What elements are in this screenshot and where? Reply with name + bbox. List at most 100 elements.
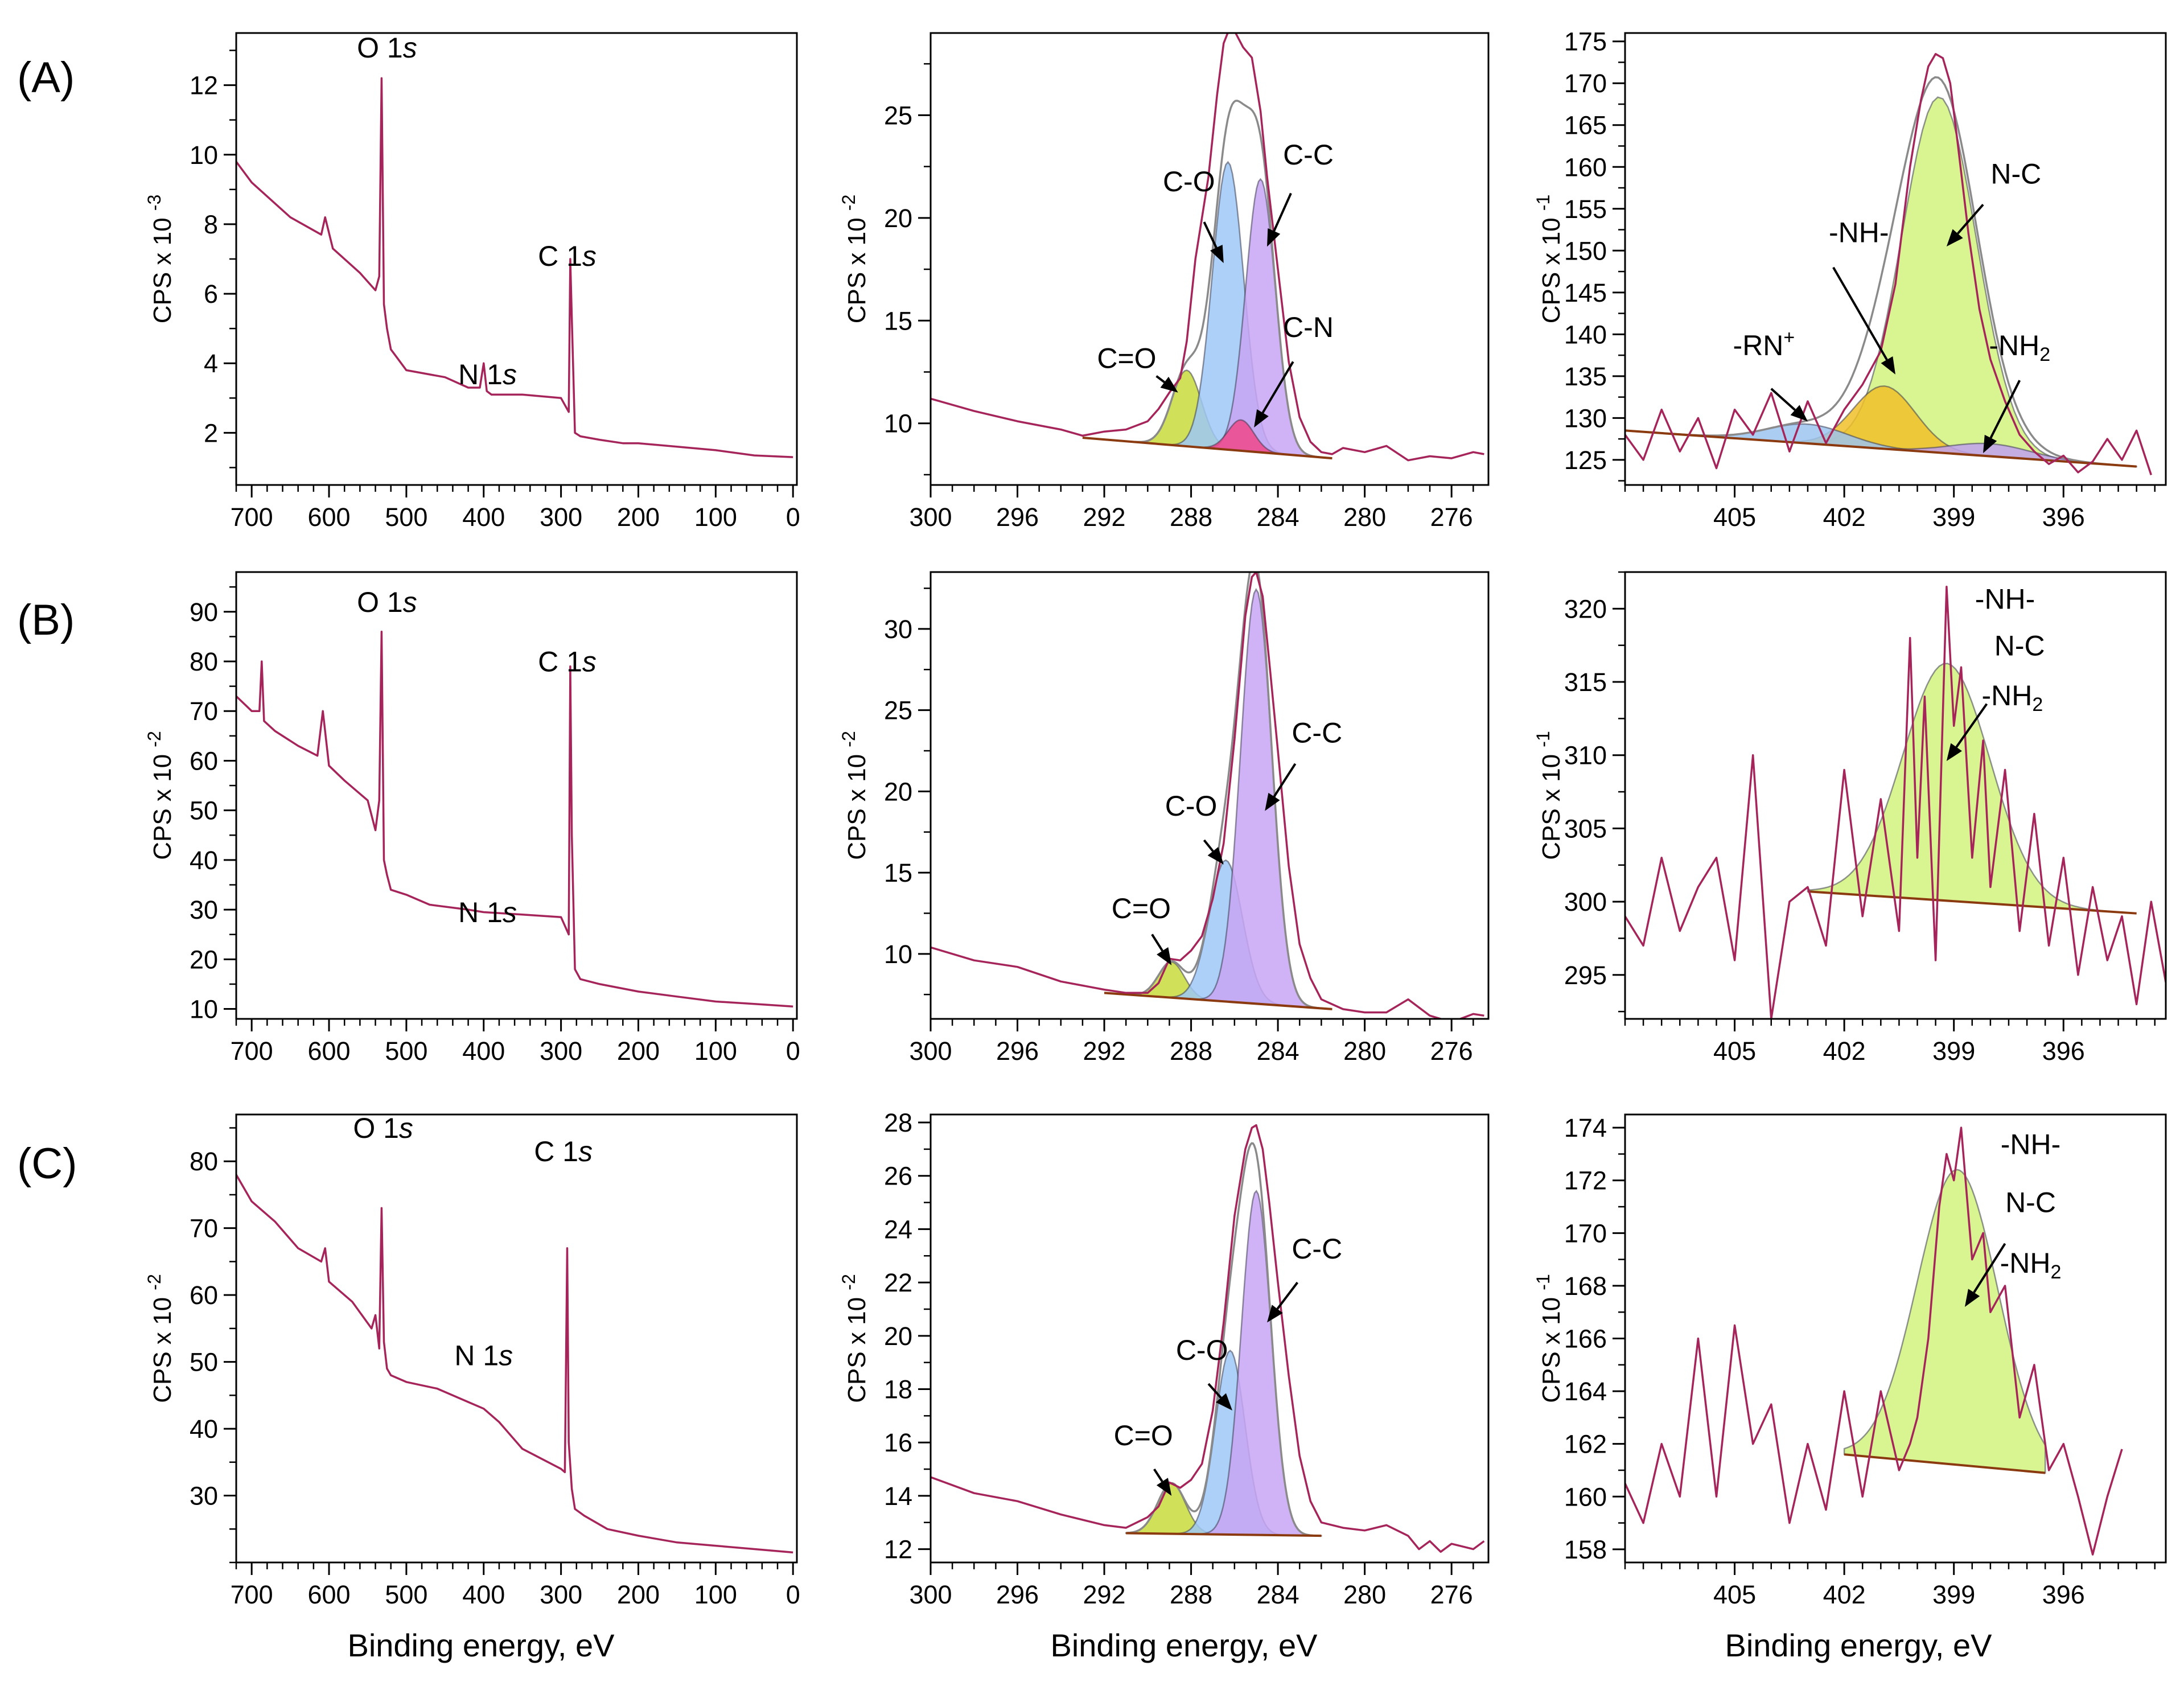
peak-label: -NH2 [2000, 1247, 2062, 1283]
plot-frame [1624, 1113, 2167, 1564]
panel-b-n1s: 405 402 399 396 295 300 305 310 315 320 CPS x 10 -… [1533, 571, 2167, 1066]
x-tick-label: 200 [617, 1037, 660, 1066]
fit-envelope [1126, 1142, 1322, 1537]
plot-frame [235, 571, 798, 1020]
annotation-arrow [1151, 933, 1163, 952]
x-tick-label: 284 [1257, 1580, 1299, 1609]
x-tick-label: 276 [1430, 503, 1473, 532]
spectrum-line [1625, 585, 2166, 1019]
annotation-arrow [1273, 192, 1292, 232]
annotation-arrow [1155, 375, 1165, 384]
spectrum-line [931, 572, 1484, 1019]
panel-b-survey: 700 600 500 400 300 200 100 0 10 20 30 40 50 60 70 80 90… [144, 571, 800, 1066]
y-tick-label: 158 [1564, 1535, 1607, 1564]
x-tick-label: 405 [1713, 503, 1756, 532]
peak-label: -NH2 [1982, 680, 2043, 715]
y-tick-label: 310 [1564, 741, 1607, 770]
peak-label: C=O [1097, 342, 1156, 374]
background-line [1126, 1532, 1322, 1537]
y-tick-label: 2 [204, 418, 218, 447]
annotation-arrowhead [1267, 1305, 1283, 1323]
peak-label: N 1s [454, 1339, 513, 1371]
x-tick-label: 600 [307, 1037, 350, 1066]
y-tick-label: 14 [884, 1482, 912, 1511]
background-line [1082, 436, 1332, 460]
annotation-arrowhead [1946, 229, 1963, 246]
x-axis-label-c1s: Binding energy, eV [1050, 1627, 1318, 1663]
x-tick-label: 300 [540, 1037, 582, 1066]
spectrum-line [931, 33, 1484, 462]
x-tick-label: 280 [1343, 1037, 1386, 1066]
x-tick-label: 402 [1823, 1580, 1866, 1609]
y-tick-label: 15 [884, 858, 912, 887]
y-tick-label: 25 [884, 696, 912, 725]
peak-label: N-C [1990, 158, 2041, 190]
y-axis-label: CPS x 10 -1 [1533, 1274, 1565, 1403]
annotation-arrowhead [1207, 846, 1224, 865]
x-tick-label: 292 [1083, 1580, 1126, 1609]
x-tick-label: 296 [996, 1580, 1039, 1609]
y-tick-label: 26 [884, 1162, 912, 1191]
y-tick-label: 300 [1564, 887, 1607, 916]
x-tick-label: 100 [694, 1580, 737, 1609]
peak-label: C-N [1283, 311, 1334, 343]
y-tick-label: 50 [190, 796, 218, 825]
spectrum-line [236, 77, 793, 458]
peak-label: O 1s [353, 1112, 413, 1144]
y-tick-label: 30 [190, 1482, 218, 1511]
y-tick-label: 160 [1564, 1482, 1607, 1511]
y-tick-label: 28 [884, 1108, 912, 1137]
spectrum-line [1625, 1126, 2123, 1556]
panel-c-c1s: 300 296 292 288 284 280 276 12 14 16 18 20 22 24 26 28 C… [838, 1108, 1490, 1609]
annotation-arrowhead [1790, 405, 1808, 422]
y-tick-label: 4 [204, 349, 218, 378]
x-tick-label: 0 [786, 1037, 800, 1066]
y-tick-label: 30 [190, 895, 218, 924]
annotation-arrowhead [1983, 434, 1997, 454]
y-tick-label: 12 [884, 1535, 912, 1564]
y-tick-label: 168 [1564, 1272, 1607, 1301]
panel-a-survey: 700 600 500 400 300 200 100 0 2 4 6 8 10 12 CPS x 10 -… [144, 32, 800, 532]
y-tick-label: 164 [1564, 1377, 1607, 1406]
y-tick-label: 80 [190, 647, 218, 676]
plot-area [236, 1174, 793, 1554]
annotation-arrowhead [1156, 1478, 1172, 1496]
y-tick-label: 155 [1564, 195, 1607, 224]
x-tick-label: 405 [1713, 1580, 1756, 1609]
annotation-arrow [1261, 361, 1294, 414]
y-tick-label: 8 [204, 210, 218, 239]
plot-area [1625, 53, 2152, 475]
panel-a-n1s: 405 402 399 396 125 130 135 140 145 150 155 160 165 1… [1533, 27, 2167, 532]
x-tick-label: 100 [694, 503, 737, 532]
annotation-arrowhead [1946, 743, 1962, 762]
annotation-arrowhead [1881, 356, 1895, 375]
annotation-arrow [1207, 1383, 1222, 1399]
x-tick-label: 292 [1083, 503, 1126, 532]
y-tick-label: 315 [1564, 668, 1607, 697]
plot-area [236, 630, 793, 1007]
x-tick-label: 288 [1170, 503, 1212, 532]
annotation-arrow [1955, 703, 1988, 748]
x-tick-label: 288 [1170, 1037, 1212, 1066]
y-tick-label: 12 [190, 71, 218, 100]
y-tick-label: 170 [1564, 69, 1607, 98]
x-tick-label: 700 [231, 1580, 273, 1609]
x-tick-label: 200 [617, 503, 660, 532]
y-tick-label: 166 [1564, 1325, 1607, 1354]
annotation-arrow [1957, 204, 1984, 235]
y-axis-label: CPS x 10 -1 [1533, 195, 1565, 324]
y-tick-label: 175 [1564, 27, 1607, 56]
row-label-b: (B) [17, 596, 75, 644]
row-label-c: (C) [17, 1140, 77, 1188]
x-tick-label: 700 [231, 503, 273, 532]
y-tick-label: 174 [1564, 1113, 1607, 1142]
y-axis-label: CPS x 10 -2 [144, 731, 176, 860]
x-tick-label: 280 [1343, 1580, 1386, 1609]
x-tick-label: 292 [1083, 1037, 1126, 1066]
y-tick-label: 60 [190, 1281, 218, 1310]
x-tick-label: 300 [909, 503, 952, 532]
y-tick-label: 18 [884, 1375, 912, 1404]
annotation-arrow [1203, 221, 1218, 248]
x-tick-label: 280 [1343, 503, 1386, 532]
x-tick-label: 600 [307, 1580, 350, 1609]
